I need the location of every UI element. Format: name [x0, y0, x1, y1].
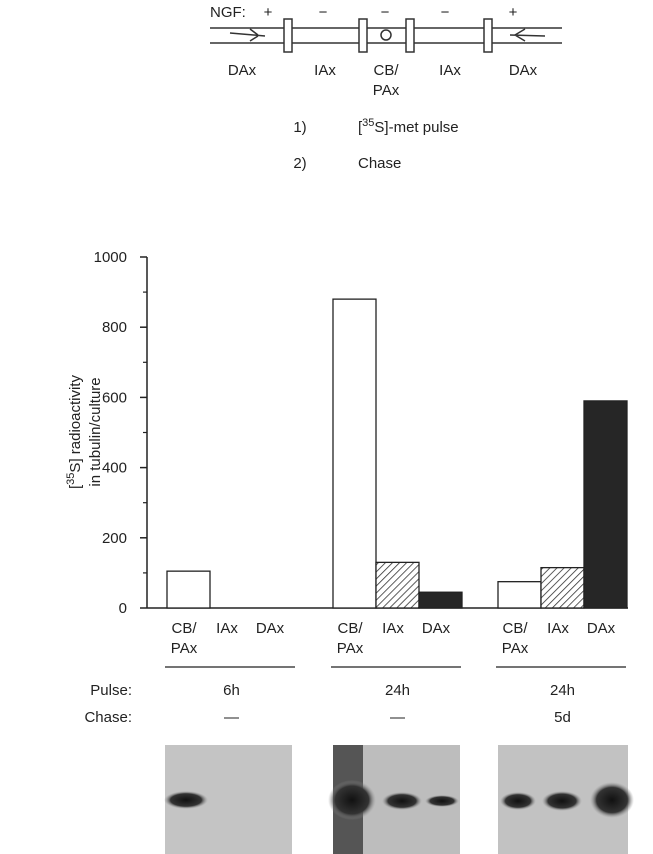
protocol-step: 2): [293, 155, 306, 172]
y-tick-label: 600: [102, 389, 127, 406]
chase-label: Chase:: [84, 709, 132, 726]
ngf-sign: −: [319, 4, 328, 21]
pulse-label: Pulse:: [90, 682, 132, 699]
chamber-diagram: [210, 18, 562, 53]
protocol-text-part: 35: [362, 117, 374, 129]
y-axis-label-part: [: [67, 484, 84, 489]
pulse-value: 24h: [385, 682, 410, 699]
y-tick-label: 200: [102, 530, 127, 547]
compartment-label: DAx: [508, 62, 538, 79]
protocol-step: 1): [293, 119, 306, 136]
protocol-text-part: Chase: [358, 155, 401, 172]
pulse-value: 6h: [223, 682, 240, 699]
bar-label: DAx: [421, 620, 451, 637]
bar: [540, 566, 585, 609]
protocol-text: [35S]-met pulse: [358, 117, 459, 136]
pulse-value: 24h: [550, 682, 575, 699]
y-axis-label-sup: 35: [65, 473, 77, 485]
y-tick-label: 800: [102, 319, 127, 336]
bar: [418, 591, 463, 609]
y-tick-label: 400: [102, 460, 127, 477]
bar: [332, 298, 377, 609]
bar-label: CB/ PAx: [336, 620, 364, 657]
chase-value: 5d: [554, 709, 571, 726]
ngf-sign: +: [264, 4, 273, 21]
chase-value: —: [390, 709, 405, 726]
y-axis-label-part: S] radioactivity: [67, 375, 84, 473]
y-tick-label: 1000: [94, 249, 127, 266]
ngf-sign: −: [381, 4, 390, 21]
compartment-label: DAx: [227, 62, 257, 79]
bar: [375, 561, 420, 609]
protocol-text-part: [: [358, 119, 363, 136]
bar-label: DAx: [586, 620, 616, 637]
chase-value: —: [224, 709, 239, 726]
bar: [497, 581, 542, 609]
protocol-text: Chase: [358, 155, 401, 172]
protocol-text-part: S]-met pulse: [374, 119, 458, 136]
bar-label: CB/ PAx: [501, 620, 529, 657]
bar-label: IAx: [547, 620, 569, 637]
compartment-label: CB/ PAx: [372, 62, 400, 99]
y-axis-label: [35S] radioactivity: [65, 375, 84, 489]
ngf-sign: +: [509, 4, 518, 21]
bar-label: CB/ PAx: [170, 620, 198, 657]
bar-label: IAx: [216, 620, 238, 637]
y-tick-label: 0: [119, 600, 127, 617]
bar: [583, 400, 628, 609]
ngf-label: NGF:: [210, 4, 246, 21]
ngf-sign: −: [441, 4, 450, 21]
y-axis-label: in tubulin/culture: [87, 377, 104, 486]
gel-images: [164, 745, 634, 854]
bar-label: IAx: [382, 620, 404, 637]
compartment-label: IAx: [314, 62, 336, 79]
compartment-label: IAx: [439, 62, 461, 79]
bar-label: DAx: [255, 620, 285, 637]
bar: [166, 570, 211, 609]
